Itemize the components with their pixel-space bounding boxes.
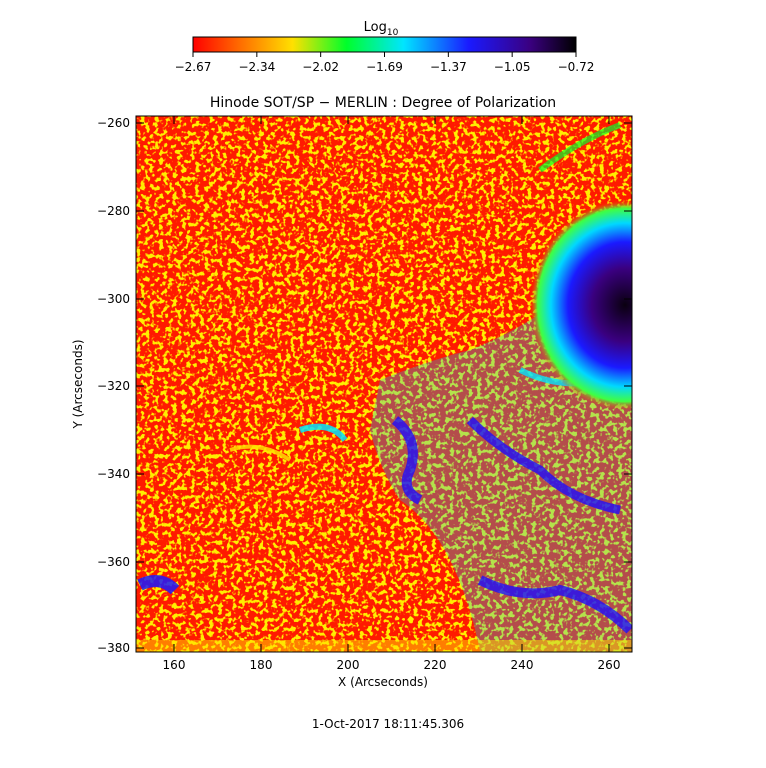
colorbar-strip [192, 36, 577, 53]
y-tick-label: −260 [97, 116, 130, 130]
y-tick-label: −360 [97, 555, 130, 569]
colorbar-ticks: −2.67 −2.34 −2.02 −1.69 −1.37 −1.05 −0.72 [175, 52, 595, 74]
x-tick-label: 180 [250, 658, 273, 672]
colorbar-label: Log10 [364, 20, 399, 38]
sunspot [530, 200, 632, 410]
x-tick-label: 200 [337, 658, 360, 672]
y-tick-label: −300 [97, 292, 130, 306]
x-axis: 160 180 200 220 240 260 [163, 116, 621, 672]
y-tick-label: −280 [97, 204, 130, 218]
colorbar-tick-label: −1.37 [430, 60, 467, 74]
colorbar-tick-label: −1.05 [494, 60, 531, 74]
colorbar-tick-label: −0.72 [558, 60, 595, 74]
x-tick-label: 220 [424, 658, 447, 672]
colorbar-tick-label: −1.69 [366, 60, 403, 74]
polarization-map [136, 116, 632, 652]
x-tick-label: 260 [598, 658, 621, 672]
y-axis-label: Y (Arcseconds) [71, 339, 85, 429]
x-tick-label: 240 [511, 658, 534, 672]
colorbar-tick-label: −2.34 [238, 60, 275, 74]
y-axis: −260 −280 −300 −320 −340 −360 −380 [97, 116, 632, 655]
timestamp: 1-Oct-2017 18:11:45.306 [312, 717, 464, 731]
colorbar-tick-label: −2.02 [302, 60, 339, 74]
x-tick-label: 160 [163, 658, 186, 672]
colorbar: Log10 −2.67 −2.34 −2.02 −1.69 −1.37 −1.05 −0.7… [175, 20, 595, 74]
y-tick-label: −340 [97, 467, 130, 481]
y-tick-label: −320 [97, 379, 130, 393]
x-axis-label: X (Arcseconds) [338, 675, 428, 689]
plot-title: Hinode SOT/SP − MERLIN : Degree of Polar… [210, 95, 556, 111]
colorbar-tick-label: −2.67 [175, 60, 212, 74]
plot-frame [135, 115, 633, 653]
y-tick-label: −380 [97, 641, 130, 655]
